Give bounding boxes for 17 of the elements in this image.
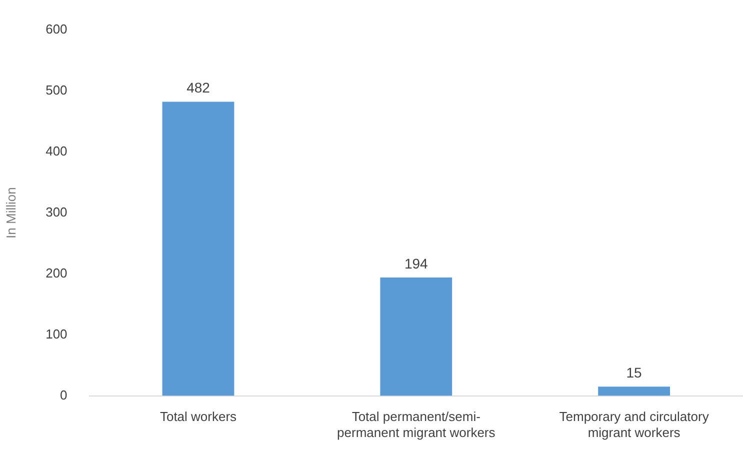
y-tick-label: 600 bbox=[46, 21, 68, 36]
y-tick-label: 0 bbox=[60, 387, 68, 402]
y-tick-label: 300 bbox=[46, 204, 68, 220]
bar bbox=[162, 102, 234, 396]
y-tick-label: 400 bbox=[46, 143, 68, 158]
data-label: 482 bbox=[186, 80, 210, 96]
y-tick-label: 200 bbox=[46, 265, 68, 280]
y-tick-label: 500 bbox=[46, 82, 68, 98]
x-tick-label: Total workers bbox=[160, 409, 238, 424]
bar bbox=[380, 277, 452, 396]
data-label: 194 bbox=[404, 255, 428, 272]
data-label: 15 bbox=[626, 364, 642, 381]
x-tick-label: Temporary and circulatory migrant workers bbox=[559, 409, 710, 440]
bar bbox=[598, 386, 670, 396]
x-tick-label: Total permanent/semi-permanent migrant workers bbox=[337, 409, 496, 440]
y-axis-title: In Million bbox=[3, 187, 18, 238]
y-tick-label: 100 bbox=[46, 326, 68, 342]
